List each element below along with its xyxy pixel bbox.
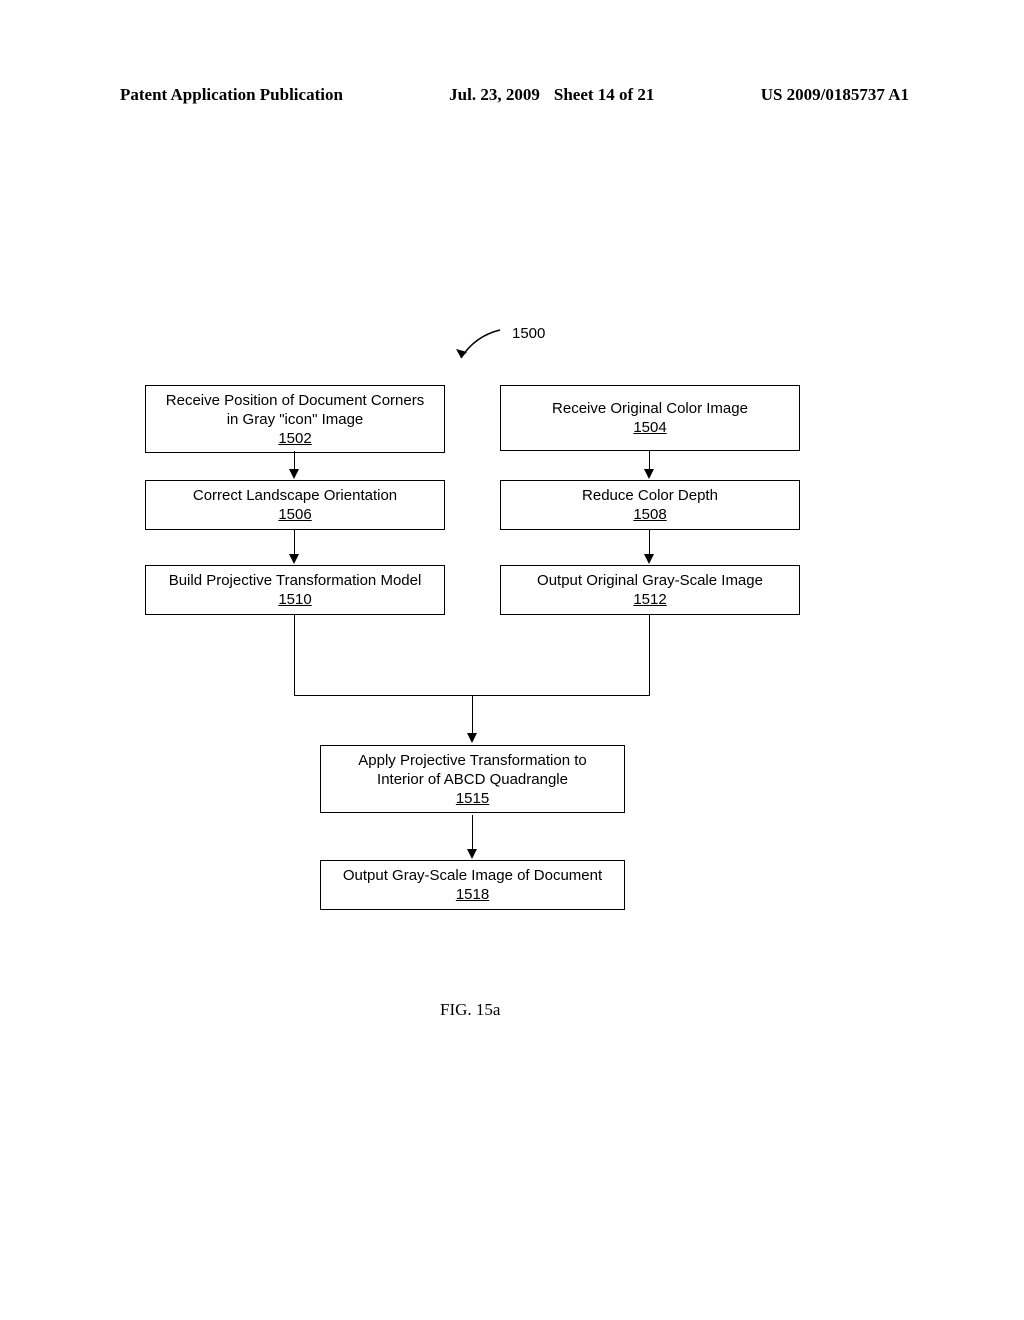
arrowhead-icon <box>467 733 477 743</box>
header-center: Jul. 23, 2009 Sheet 14 of 21 <box>449 85 654 105</box>
box-receive-original: Receive Original Color Image 1504 <box>500 385 800 451</box>
box-line: Apply Projective Transformation to <box>329 752 616 771</box>
box-reduce-color: Reduce Color Depth 1508 <box>500 480 800 530</box>
page-header: Patent Application Publication Jul. 23, … <box>0 85 1024 105</box>
box-ref: 1506 <box>154 506 436 525</box>
merge-line <box>472 695 473 735</box>
box-receive-corners: Receive Position of Document Corners in … <box>145 385 445 453</box>
box-apply-projective: Apply Projective Transformation to Inter… <box>320 745 625 813</box>
box-ref: 1512 <box>509 591 791 610</box>
flowchart-diagram: 1500 Receive Position of Document Corner… <box>0 320 1024 1020</box>
figure-label: FIG. 15a <box>440 1000 500 1020</box>
box-output-gray-doc: Output Gray-Scale Image of Document 1518 <box>320 860 625 910</box>
header-left: Patent Application Publication <box>120 85 343 105</box>
box-line: Output Gray-Scale Image of Document <box>329 867 616 886</box>
box-ref: 1504 <box>509 419 791 438</box>
box-ref: 1515 <box>329 790 616 809</box>
box-line: Build Projective Transformation Model <box>154 572 436 591</box>
header-sheet: Sheet 14 of 21 <box>554 85 655 105</box>
leader-label: 1500 <box>512 325 545 342</box>
arrowhead-icon <box>644 469 654 479</box>
arrowhead-icon <box>289 469 299 479</box>
box-line: in Gray "icon" Image <box>154 411 436 430</box>
box-ref: 1518 <box>329 886 616 905</box>
arrowhead-icon <box>289 554 299 564</box>
arrow-line <box>294 530 295 556</box>
box-ref: 1502 <box>154 430 436 449</box>
header-date: Jul. 23, 2009 <box>449 85 540 105</box>
box-line: Receive Position of Document Corners <box>154 392 436 411</box>
merge-line <box>649 615 650 695</box>
arrowhead-icon <box>644 554 654 564</box>
arrow-line <box>649 530 650 556</box>
box-build-projective: Build Projective Transformation Model 15… <box>145 565 445 615</box>
leader-curve <box>455 328 505 368</box>
box-ref: 1508 <box>509 506 791 525</box>
box-line: Reduce Color Depth <box>509 487 791 506</box>
merge-line <box>294 615 295 695</box>
box-line: Interior of ABCD Quadrangle <box>329 771 616 790</box>
arrowhead-icon <box>467 849 477 859</box>
arrow-line <box>649 451 650 471</box>
box-line: Output Original Gray-Scale Image <box>509 572 791 591</box>
box-line: Receive Original Color Image <box>509 400 791 419</box>
box-output-original-gray: Output Original Gray-Scale Image 1512 <box>500 565 800 615</box>
arrow-line <box>472 815 473 851</box>
header-pubno: US 2009/0185737 A1 <box>761 85 909 105</box>
arrow-line <box>294 451 295 471</box>
box-ref: 1510 <box>154 591 436 610</box>
box-line: Correct Landscape Orientation <box>154 487 436 506</box>
box-correct-landscape: Correct Landscape Orientation 1506 <box>145 480 445 530</box>
